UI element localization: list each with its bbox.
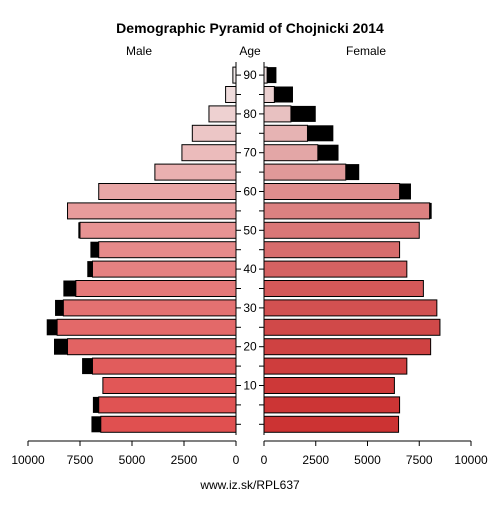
male-excess-25-29 <box>46 319 58 336</box>
male-bar-75-79 <box>191 124 237 142</box>
male-x-tick-label: 5000 <box>119 453 146 467</box>
male-x-tick-label: 0 <box>233 453 240 467</box>
female-excess-60-64 <box>399 183 411 200</box>
female-excess-70-74 <box>317 144 339 161</box>
female-bar-0-4 <box>263 415 400 433</box>
female-bar-50-54 <box>263 221 420 239</box>
female-bar-15-19 <box>263 357 408 375</box>
male-excess-40-44 <box>87 261 93 278</box>
age-tick-label: 90 <box>243 68 257 82</box>
female-excess-55-59 <box>429 202 432 219</box>
female-label: Female <box>346 44 386 58</box>
male-bar-65-69 <box>154 163 237 181</box>
female-x-tick-label: 5000 <box>354 453 381 467</box>
male-x-tick-label: 2500 <box>171 453 198 467</box>
male-bar-60-64 <box>98 183 237 200</box>
age-tick-label: 20 <box>243 340 257 354</box>
bars-group <box>46 66 441 433</box>
male-bar-55-59 <box>67 202 237 220</box>
male-bar-5-9 <box>98 396 237 414</box>
male-bar-20-24 <box>67 338 237 356</box>
age-label: Age <box>239 44 261 58</box>
male-bar-50-54 <box>79 221 237 239</box>
female-excess-80-84 <box>290 105 316 122</box>
male-excess-45-49 <box>90 241 99 258</box>
female-x-tick-label: 10000 <box>454 453 488 467</box>
female-excess-65-69 <box>345 164 360 181</box>
age-tick-label: 60 <box>243 185 257 199</box>
male-excess-35-39 <box>63 280 76 297</box>
female-x-tick-label: 2500 <box>302 453 329 467</box>
male-excess-20-24 <box>54 338 68 355</box>
male-x-tick-label: 10000 <box>11 453 45 467</box>
female-bar-45-49 <box>263 241 401 259</box>
male-bar-25-29 <box>56 318 237 336</box>
female-bar-10-14 <box>263 377 395 394</box>
female-bar-60-64 <box>263 183 401 200</box>
female-bar-20-24 <box>263 338 432 356</box>
female-bar-30-34 <box>263 299 438 317</box>
age-tick-label: 40 <box>243 262 257 276</box>
female-excess-85-89 <box>274 86 293 103</box>
female-bar-80-84 <box>263 105 292 123</box>
source-label: www.iz.sk/RPL637 <box>199 478 300 492</box>
chart-title: Demographic Pyramid of Chojnicki 2014 <box>116 20 384 36</box>
female-bar-35-39 <box>263 280 424 297</box>
age-tick-label: 80 <box>243 107 257 121</box>
age-tick-label: 50 <box>243 223 257 237</box>
male-bar-10-14 <box>102 377 237 394</box>
female-bar-70-74 <box>263 144 319 162</box>
male-bar-40-44 <box>91 260 237 278</box>
female-bar-25-29 <box>263 318 441 336</box>
male-x-tick-label: 7500 <box>67 453 94 467</box>
female-x-tick-label: 0 <box>261 453 268 467</box>
male-bar-45-49 <box>98 241 237 259</box>
male-excess-30-34 <box>55 299 64 316</box>
male-bar-15-19 <box>91 357 237 375</box>
female-bar-75-79 <box>263 124 308 142</box>
female-bar-40-44 <box>263 260 408 278</box>
male-excess-0-4 <box>91 416 101 433</box>
male-excess-15-19 <box>82 358 93 375</box>
male-bar-35-39 <box>75 280 237 297</box>
female-bar-65-69 <box>263 163 347 181</box>
male-label: Male <box>126 44 152 58</box>
female-excess-75-79 <box>307 125 334 142</box>
female-x-tick-label: 7500 <box>406 453 433 467</box>
male-excess-50-54 <box>78 222 80 239</box>
female-bar-85-89 <box>263 86 275 103</box>
male-bar-85-89 <box>225 86 237 103</box>
male-bar-80-84 <box>208 105 237 123</box>
female-bar-5-9 <box>263 396 401 414</box>
age-tick-label: 10 <box>243 379 257 393</box>
male-bar-30-34 <box>62 299 237 317</box>
female-bar-55-59 <box>263 202 431 220</box>
male-excess-5-9 <box>92 396 99 413</box>
female-excess-90+ <box>267 67 277 84</box>
male-bar-0-4 <box>100 415 237 433</box>
male-bar-70-74 <box>181 144 237 162</box>
age-tick-label: 30 <box>243 301 257 315</box>
axes-group: 10 20 30 40 50 60 70 80 90 10000 7500 5000 2500 0 0 250… <box>11 62 488 467</box>
age-tick-label: 70 <box>243 146 257 160</box>
